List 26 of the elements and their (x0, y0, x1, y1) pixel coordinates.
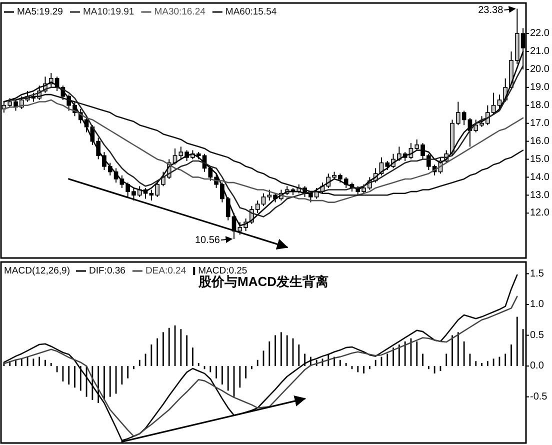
legend-label: MA60:15.54 (225, 6, 277, 18)
y-tick-label: 0.5 (530, 330, 544, 341)
text: 股价与MACD发生背离 (198, 274, 328, 289)
annotation: 10.56 (194, 234, 220, 246)
legend-label: DEA:0.24 (145, 266, 186, 277)
legend-label: MA30:16.24 (154, 6, 206, 18)
legend-title: MACD(12,26,9) (4, 266, 70, 277)
legend-label: MA5:19.29 (17, 6, 63, 18)
y-tick-label: 12.0 (530, 208, 550, 219)
y-tick-label: 20.0 (530, 64, 550, 76)
legend-label: DIF:0.36 (89, 266, 126, 277)
y-tick-label: 1.0 (530, 299, 544, 310)
y-tick-label: 19.0 (530, 82, 550, 94)
y-tick-label: 0.0 (530, 360, 544, 372)
y-tick-label: 22.0 (530, 28, 550, 40)
y-tick-label: 15.0 (530, 154, 550, 165)
legend-label: MA10:19.91 (82, 6, 134, 18)
y-tick-label: 18.0 (530, 100, 550, 111)
y-tick-label: 14.0 (530, 172, 550, 183)
y-tick-label: 13.0 (530, 190, 550, 201)
annotation: 23.38 (478, 5, 504, 16)
y-tick-label: -0.5 (530, 391, 548, 402)
y-tick-label: 1.5 (530, 268, 544, 280)
y-tick-label: 17.0 (530, 118, 550, 129)
y-tick-label: 21.0 (530, 46, 550, 58)
y-tick-label: 16.0 (530, 136, 550, 147)
